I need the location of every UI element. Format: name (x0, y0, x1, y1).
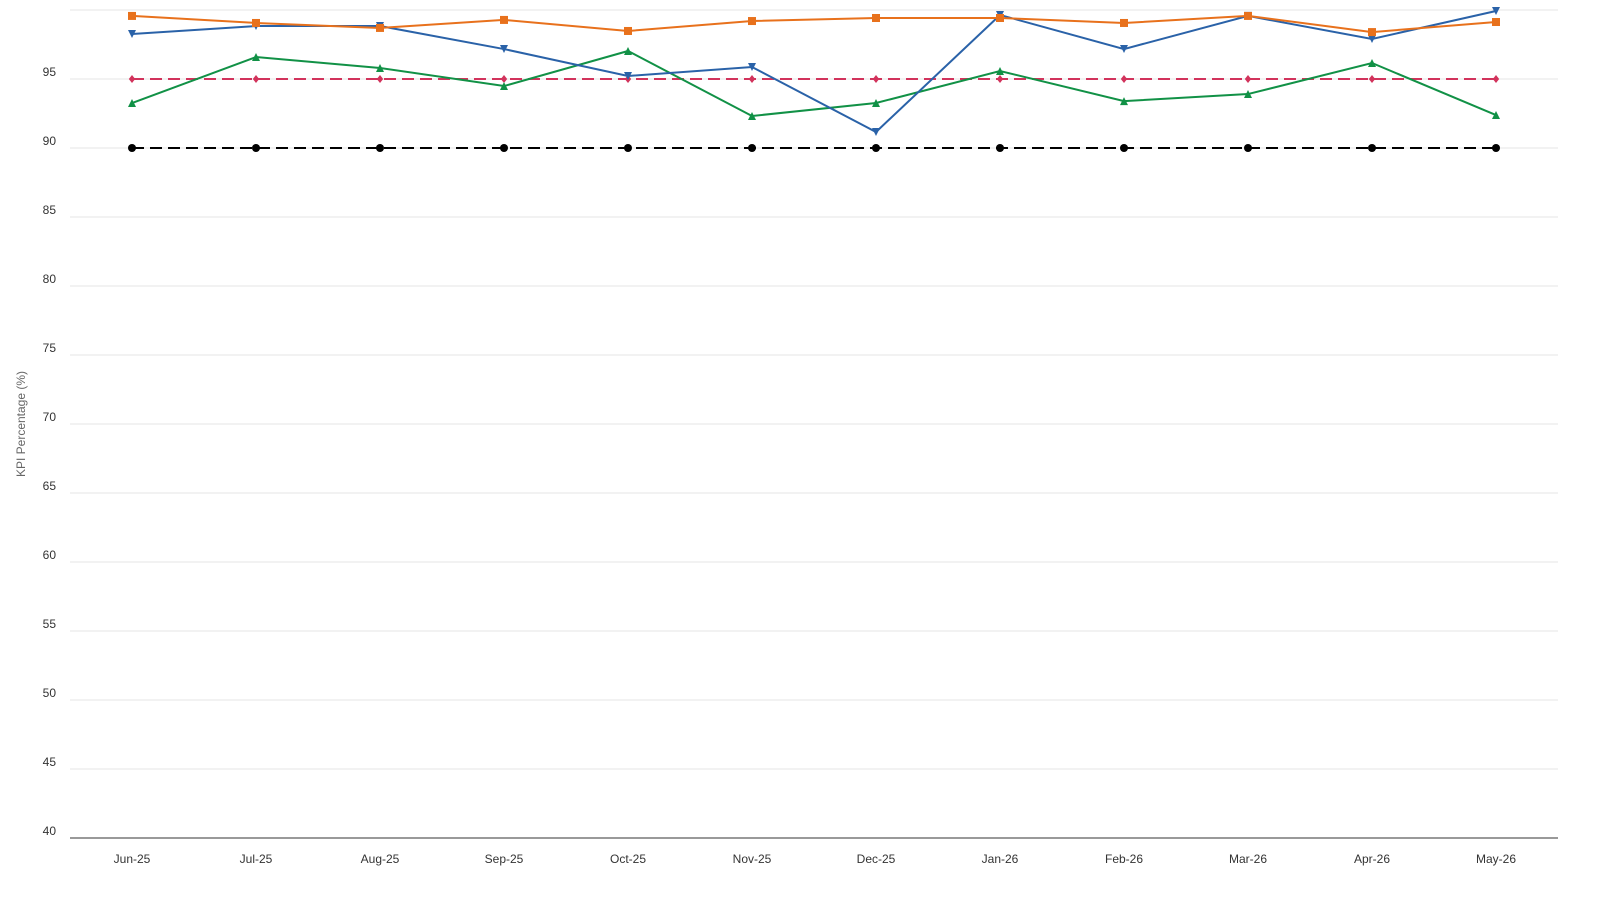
point (1120, 144, 1128, 152)
point (1120, 45, 1128, 54)
point (872, 14, 880, 23)
y-tick-label: 75 (43, 341, 57, 355)
point (128, 30, 136, 39)
point (996, 14, 1004, 23)
point (500, 75, 508, 83)
point (1244, 144, 1252, 152)
point (1492, 75, 1500, 83)
point (500, 15, 508, 24)
point (1244, 11, 1252, 20)
y-tick-label: 95 (43, 65, 57, 79)
x-tick-label: Dec-25 (857, 852, 896, 866)
x-tick-label: Aug-25 (361, 852, 400, 866)
y-tick-label: 80 (43, 272, 57, 286)
x-tick-label: Oct-25 (610, 852, 646, 866)
y-tick-label: 85 (43, 203, 57, 217)
x-tick-label: Nov-25 (733, 852, 772, 866)
point (624, 26, 632, 35)
y-tick-label: 60 (43, 548, 57, 562)
x-tick-label: Jan-26 (982, 852, 1019, 866)
point (748, 144, 756, 152)
point (500, 45, 508, 54)
point (872, 127, 880, 136)
point (624, 46, 632, 55)
point (128, 11, 136, 20)
point (748, 75, 756, 83)
point (748, 17, 756, 26)
x-tick-label: Feb-26 (1105, 852, 1143, 866)
y-tick-label: 55 (43, 617, 57, 631)
point (128, 99, 136, 108)
x-tick-label: Apr-26 (1354, 852, 1390, 866)
point (996, 144, 1004, 152)
point (872, 99, 880, 108)
point (624, 144, 632, 152)
point (1120, 75, 1128, 83)
point (996, 75, 1004, 83)
point (128, 75, 136, 83)
point (1492, 111, 1500, 120)
x-tick-label: May-26 (1476, 852, 1516, 866)
point (748, 62, 756, 71)
point (624, 71, 632, 80)
point (252, 18, 260, 27)
point (376, 23, 384, 32)
point (748, 111, 756, 120)
x-tick-label: Sep-25 (485, 852, 524, 866)
y-tick-label: 40 (43, 824, 57, 838)
point (1244, 75, 1252, 83)
y-tick-label: 50 (43, 686, 57, 700)
point (1368, 34, 1376, 43)
point (1368, 144, 1376, 152)
y-tick-label: 65 (43, 479, 57, 493)
point (1492, 18, 1500, 27)
point (376, 63, 384, 72)
series-line (131, 9, 1497, 134)
point (1368, 28, 1376, 37)
x-tick-label: Jun-25 (114, 852, 151, 866)
x-tick-label: Jul-25 (240, 852, 273, 866)
point (252, 144, 260, 152)
point (500, 144, 508, 152)
point (252, 53, 260, 62)
point (996, 66, 1004, 75)
y-tick-label: 70 (43, 410, 57, 424)
point (376, 75, 384, 83)
point (872, 75, 880, 83)
point (252, 75, 260, 83)
point (1244, 90, 1252, 99)
point (128, 144, 136, 152)
point (1492, 6, 1500, 15)
point (376, 144, 384, 152)
series-line (131, 14, 1497, 34)
x-tick-label: Mar-26 (1229, 852, 1267, 866)
point (1368, 75, 1376, 83)
point (1120, 18, 1128, 27)
point (1120, 97, 1128, 106)
y-axis-label: KPI Percentage (%) (14, 371, 28, 477)
series-line (131, 49, 1497, 118)
point (1368, 58, 1376, 67)
point (1492, 144, 1500, 152)
point (872, 144, 880, 152)
y-tick-label: 45 (43, 755, 57, 769)
point (500, 82, 508, 91)
y-tick-label: 90 (43, 134, 57, 148)
